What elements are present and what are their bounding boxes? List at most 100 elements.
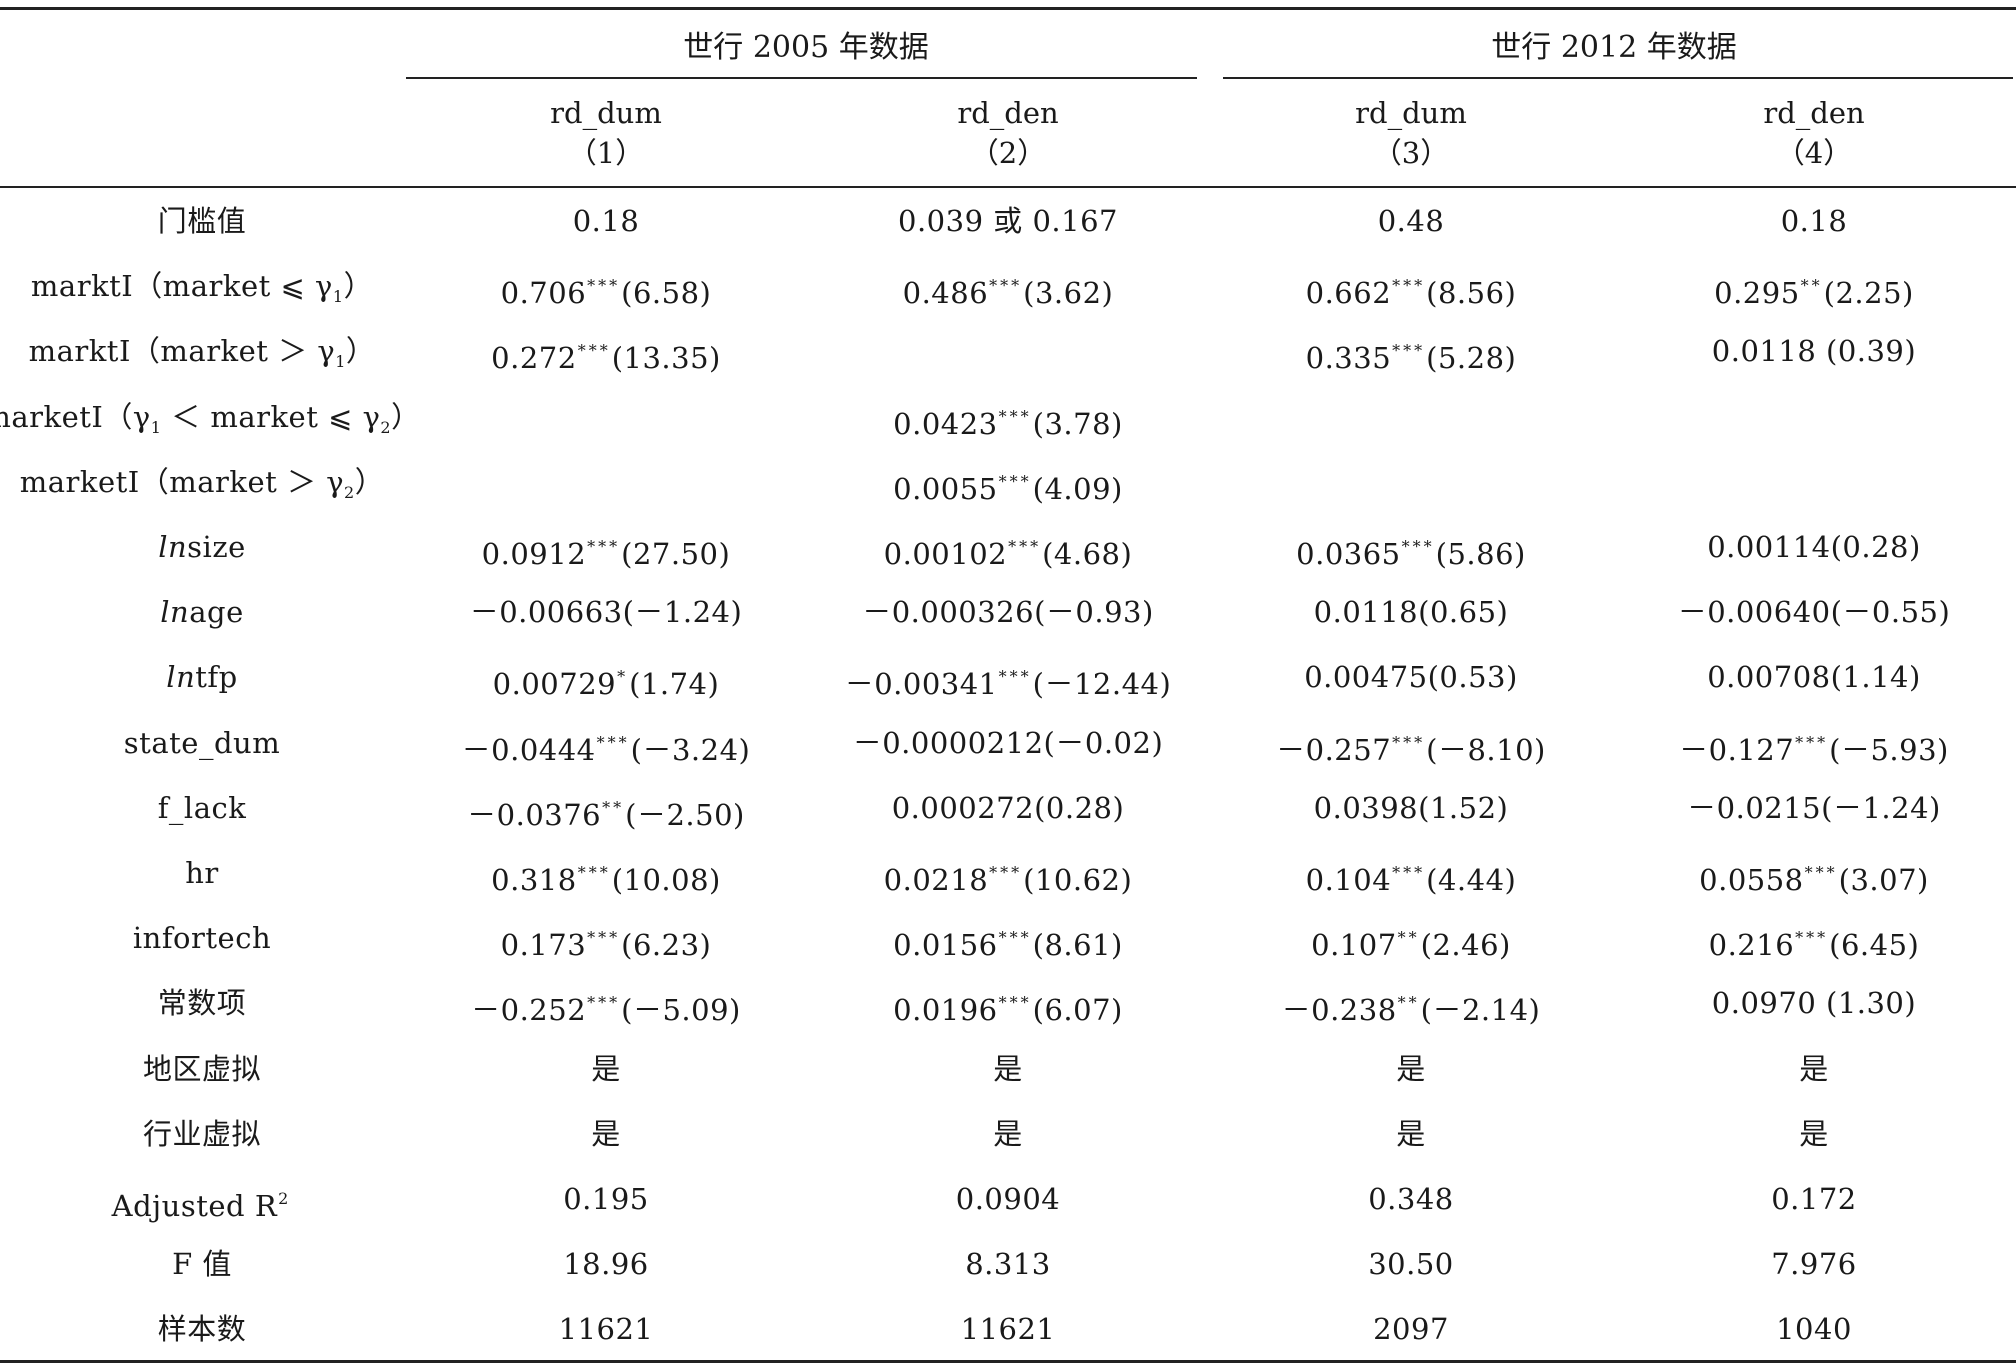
- cell-tstat: (10.08): [611, 863, 721, 897]
- cell-coef: 0.0912: [481, 537, 587, 571]
- row-label: 地区虚拟: [142, 1052, 262, 1086]
- column-header-1: rd_dum （1）: [550, 93, 662, 173]
- row-label: hr: [185, 856, 219, 890]
- cell-tstat: (－2.50): [625, 798, 745, 832]
- label-script: 1: [332, 287, 344, 306]
- cell-coef: 0.0055: [893, 472, 998, 506]
- table-cell: 7.976: [1771, 1247, 1857, 1281]
- table-cell: －0.252***(－5.09): [471, 986, 741, 1027]
- cell-coef: 0.00729: [492, 667, 617, 701]
- cell-coef: －0.000326(－0.93): [862, 595, 1154, 629]
- cell-stars: ***: [1392, 863, 1426, 882]
- cell-coef: －0.00341: [844, 667, 998, 701]
- row-label: lnage: [160, 595, 243, 629]
- cell-tstat: (－5.93): [1829, 733, 1949, 767]
- cell-coef: 11621: [558, 1312, 654, 1346]
- table-cell: 0.00114(0.28): [1707, 530, 1921, 564]
- table-cell: 0.107**(2.46): [1311, 921, 1511, 962]
- cell-coef: 0.00708(1.14): [1707, 660, 1921, 694]
- cell-tstat: (8.56): [1426, 276, 1517, 310]
- cell-coef: 0.0156: [893, 928, 998, 962]
- table-cell: 0.039 或 0.167: [898, 204, 1118, 238]
- table-cell: 是: [591, 1052, 621, 1086]
- table-cell: 0.0055***(4.09): [893, 465, 1123, 506]
- cell-coef: 0.0558: [1699, 863, 1804, 897]
- table-cell: 0.0904: [956, 1182, 1060, 1216]
- table-cell: 0.18: [1781, 204, 1848, 238]
- row-label: marktI（market ＞ γ1）: [29, 334, 376, 379]
- column-num-1: （1）: [567, 136, 645, 170]
- table-cell: 1040: [1776, 1312, 1852, 1346]
- cell-coef: 0.0904: [955, 1182, 1061, 1216]
- table-cell: 0.18: [573, 204, 640, 238]
- cell-coef: 0.706: [500, 276, 587, 310]
- cell-coef: 是: [1396, 1052, 1426, 1086]
- table-cell: 0.0365***(5.86): [1296, 530, 1526, 571]
- table-cell: －0.00663(－1.24): [470, 595, 743, 629]
- table-cell: －0.127***(－5.93): [1679, 726, 1949, 767]
- row-label: 行业虚拟: [142, 1117, 262, 1151]
- table-cell: －0.238**(－2.14): [1282, 986, 1541, 1027]
- column-var-2: rd_den: [957, 96, 1059, 130]
- cell-coef: 0.0118(0.65): [1313, 595, 1509, 629]
- table-cell: 0.0423***(3.78): [893, 400, 1123, 441]
- cell-coef: 0.48: [1377, 204, 1445, 238]
- cell-stars: ***: [998, 667, 1032, 686]
- cell-coef: 0.662: [1305, 276, 1392, 310]
- table-cell: 0.00708(1.14): [1707, 660, 1921, 694]
- cell-coef: 0.0218: [883, 863, 989, 897]
- cell-coef: 2097: [1373, 1312, 1449, 1346]
- column-num-2: （2）: [969, 136, 1047, 170]
- cell-tstat: (8.61): [1032, 928, 1123, 962]
- table-cell: 0.000272(0.28): [892, 791, 1125, 825]
- cell-coef: －0.238: [1281, 993, 1397, 1027]
- cell-tstat: (6.58): [621, 276, 712, 310]
- cell-tstat: (13.35): [611, 341, 721, 375]
- cell-stars: ***: [587, 993, 621, 1012]
- label-script: 1: [335, 352, 346, 371]
- table-cell: 0.0558***(3.07): [1699, 856, 1929, 897]
- label-italic-part: ln: [166, 660, 196, 694]
- label-italic-part: ln: [158, 530, 188, 564]
- cell-stars: ***: [1795, 928, 1829, 947]
- cell-tstat: (2.25): [1823, 276, 1914, 310]
- row-label: marketI（γ1 ＜ market ⩽ γ2）: [0, 400, 421, 445]
- cell-stars: ***: [989, 863, 1023, 882]
- cell-tstat: (5.28): [1426, 341, 1517, 375]
- cell-coef: 0.0118: [1711, 334, 1817, 368]
- label-text-part: marktI（market ＞ γ: [28, 334, 336, 368]
- cell-tstat: (1.74): [629, 667, 720, 701]
- table-cell: 0.662***(8.56): [1306, 269, 1517, 310]
- table-cell: 0.348: [1368, 1182, 1454, 1216]
- table-cell: 0.0118 (0.39): [1712, 334, 1916, 368]
- cell-tstat: (－5.09): [621, 993, 741, 1027]
- cell-coef: 0.039 或 0.167: [898, 204, 1118, 238]
- cell-stars: **: [1397, 993, 1420, 1012]
- cell-coef: 0.00475(0.53): [1304, 660, 1518, 694]
- group-2012-underline: [1223, 77, 2013, 79]
- table-cell: 0.00475(0.53): [1304, 660, 1518, 694]
- cell-coef: 0.00102: [883, 537, 1008, 571]
- cell-coef: 0.173: [500, 928, 587, 962]
- bottom-rule: [0, 1360, 2016, 1363]
- cell-tstat: (－12.44): [1032, 667, 1172, 701]
- table-cell: 是: [1396, 1052, 1426, 1086]
- label-text-part: marktI（market ⩽ γ: [30, 269, 333, 303]
- cell-coef: －0.257: [1276, 733, 1392, 767]
- cell-coef: 是: [1799, 1117, 1829, 1151]
- cell-stars: ***: [577, 341, 611, 360]
- cell-coef: 0.335: [1305, 341, 1392, 375]
- cell-coef: 0.0423: [893, 407, 998, 441]
- cell-coef: 是: [1396, 1117, 1426, 1151]
- column-num-3: （3）: [1372, 136, 1450, 170]
- table-cell: 0.335***(5.28): [1306, 334, 1517, 375]
- cell-stars: ***: [1401, 537, 1435, 556]
- cell-coef: －0.127: [1679, 733, 1795, 767]
- cell-tstat: (1.30): [1816, 986, 1917, 1020]
- cell-tstat: (2.46): [1420, 928, 1511, 962]
- cell-stars: ***: [1795, 733, 1829, 752]
- cell-coef: 是: [591, 1052, 621, 1086]
- table-cell: －0.257***(－8.10): [1276, 726, 1546, 767]
- cell-stars: ***: [1392, 733, 1426, 752]
- cell-stars: ***: [587, 276, 621, 295]
